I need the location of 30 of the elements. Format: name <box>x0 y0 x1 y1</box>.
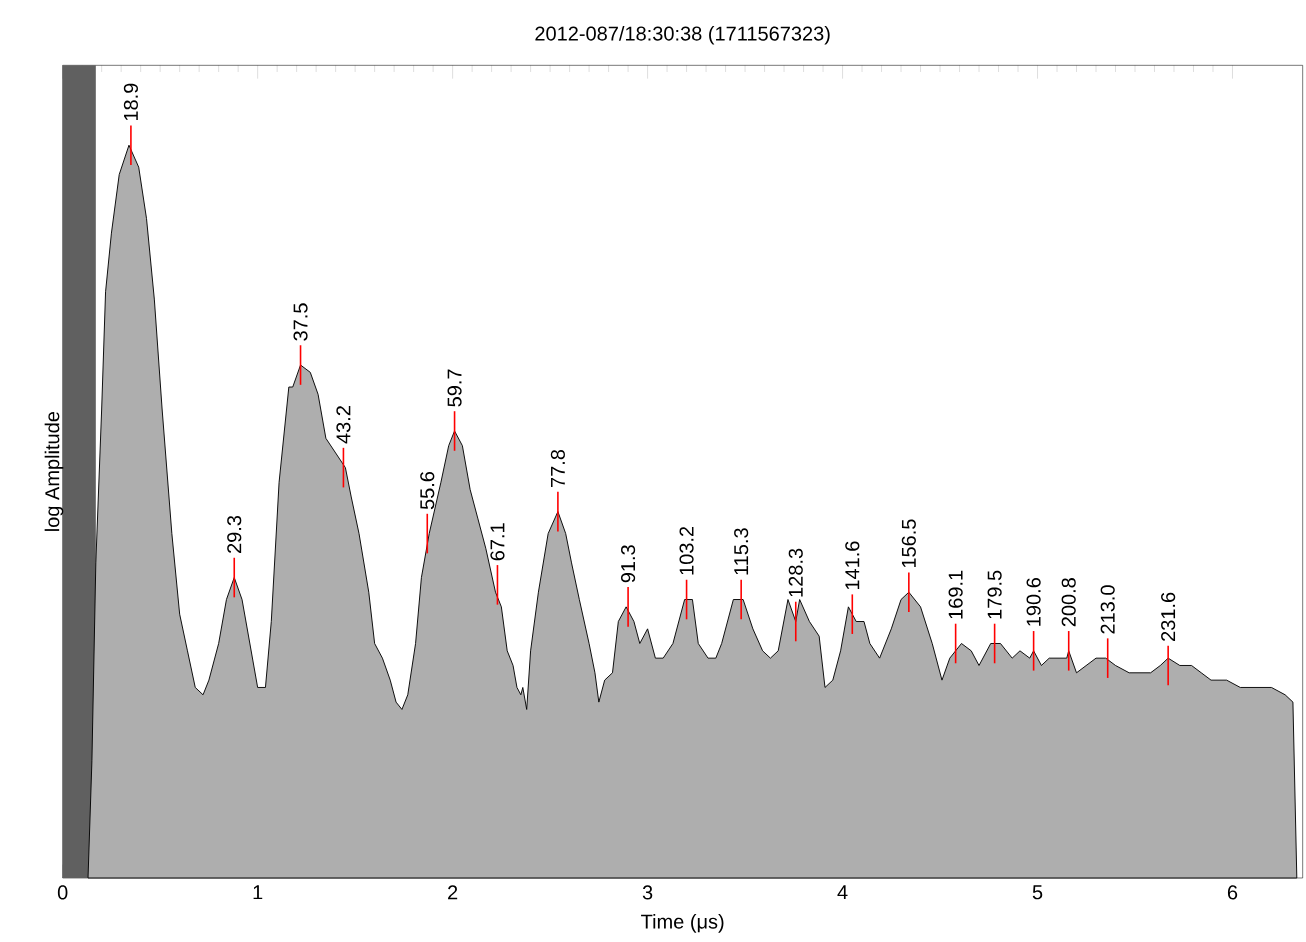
annotation: 156.5 <box>901 519 916 568</box>
annotation: 91.3 <box>621 545 636 583</box>
annotation: 128.3 <box>788 548 803 597</box>
x-tick-label: 6 <box>1227 885 1238 900</box>
x-tick-label: 5 <box>1032 885 1043 900</box>
annotation: 77.8 <box>550 449 565 487</box>
x-tick-label: 0 <box>57 885 68 900</box>
annotation: 141.6 <box>845 541 860 590</box>
annotation: 115.3 <box>734 528 749 575</box>
annotation: 179.5 <box>987 570 1002 619</box>
annotation: 169.1 <box>948 570 963 619</box>
chart-title: 2012-087/18:30:38 (1711567323) <box>535 25 830 45</box>
annotation: 29.3 <box>227 515 242 553</box>
annotation: 18.9 <box>123 83 138 121</box>
annotation: 55.6 <box>420 471 435 510</box>
x-tick-label: 2 <box>448 885 458 900</box>
annotation: 59.7 <box>447 369 462 407</box>
annotation: 200.8 <box>1061 578 1076 627</box>
x-tick-label: 3 <box>642 885 653 900</box>
annotation: 67.1 <box>490 523 505 561</box>
annotation: 103.2 <box>679 526 694 575</box>
x-tick-label: 4 <box>837 885 848 900</box>
annotation: 190.6 <box>1026 578 1041 626</box>
annotation: 231.6 <box>1161 592 1176 641</box>
annotation: 213.0 <box>1100 585 1115 634</box>
x-axis-title: Time (μs) <box>641 914 724 933</box>
y-axis-title: log Amplitude <box>44 412 64 531</box>
x-tick-label: 1 <box>253 885 263 900</box>
annotation: 37.5 <box>293 303 308 341</box>
annotation: 43.2 <box>336 406 351 444</box>
